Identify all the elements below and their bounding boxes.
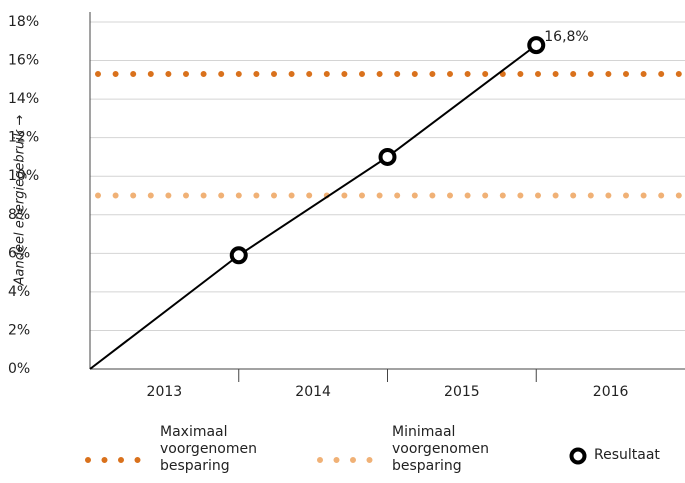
x-tick-label: 2015 <box>444 384 480 400</box>
y-tick-label: 2% <box>8 322 30 338</box>
legend-swatch <box>569 447 587 465</box>
legend-label: Maximaal voorgenomen besparing <box>160 424 257 474</box>
data-label: 16,8% <box>544 29 588 45</box>
x-tick-label: 2016 <box>593 384 629 400</box>
marker <box>378 147 397 166</box>
y-tick-label: 0% <box>8 361 30 377</box>
y-axis-label: Aandeel energiegebruik → <box>13 115 28 287</box>
legend-label: Resultaat <box>594 447 660 463</box>
x-tick-label: 2013 <box>147 384 183 400</box>
line <box>89 44 537 370</box>
y-tick-label: 6% <box>8 245 30 261</box>
y-tick-label: 14% <box>8 91 39 107</box>
y-tick-label: 16% <box>8 53 39 69</box>
y-tick-label: 8% <box>8 207 30 223</box>
legend-label: Minimaal voorgenomen besparing <box>392 424 489 474</box>
y-tick-label: 4% <box>8 284 30 300</box>
x-tick-label: 2014 <box>295 384 331 400</box>
marker <box>229 246 248 265</box>
y-tick-label: 18% <box>8 14 39 30</box>
y-tick-label: 12% <box>8 130 39 146</box>
marker <box>527 36 546 55</box>
y-tick-label: 10% <box>8 168 39 184</box>
